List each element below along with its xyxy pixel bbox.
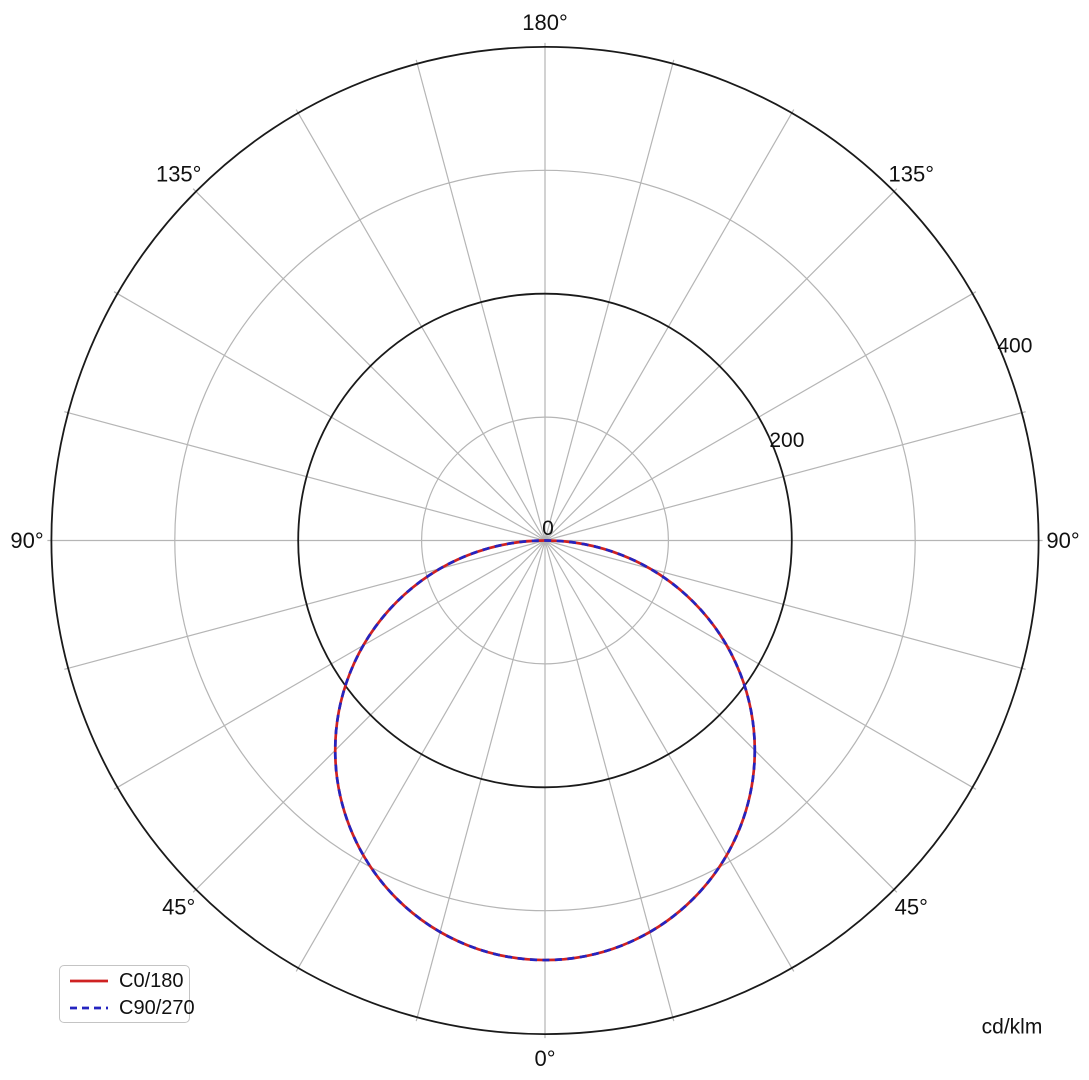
- polar-grid-spoke: [192, 188, 546, 541]
- legend-label-c0-180: C0/180: [119, 969, 184, 992]
- angle-label-180: 180°: [522, 10, 568, 35]
- polar-grid-spoke: [544, 188, 898, 541]
- polar-grid-spoke: [295, 540, 546, 972]
- legend: C0/180 C90/270: [59, 965, 195, 1023]
- polar-grid-spoke: [544, 109, 795, 541]
- curve-c90-270: [333, 539, 757, 962]
- polar-grid-spoke: [544, 540, 898, 893]
- polar-grid-spoke: [295, 109, 546, 541]
- angle-label-0: 0°: [534, 1046, 555, 1071]
- polar-grid-spoke: [64, 411, 546, 542]
- polar-grid-spoke: [544, 539, 977, 790]
- polar-grid-spoke: [415, 59, 546, 541]
- radial-label-400: 400: [997, 334, 1032, 357]
- c90-270-line-swatch: [70, 1006, 108, 1009]
- polar-grid-spoke: [415, 540, 546, 1022]
- polar-grid-spoke: [192, 540, 546, 893]
- polar-grid-spoke: [113, 291, 546, 542]
- polar-grid-circle-400: [50, 45, 1040, 1036]
- polar-grid-spoke: [544, 540, 675, 1022]
- polar-grid-spoke: [544, 59, 675, 541]
- angle-label-90-right: 90°: [1046, 528, 1079, 553]
- angle-label-135-left: 135°: [156, 162, 202, 187]
- angle-label-45-right: 45°: [895, 894, 928, 919]
- radial-label-0: 0: [542, 517, 554, 540]
- radial-label-200: 200: [769, 429, 804, 452]
- c0-180-line-swatch: [70, 979, 108, 982]
- polar-grid-spoke: [544, 539, 1026, 670]
- polar-grid-spoke: [64, 539, 546, 670]
- polar-grid-circle-200: [297, 292, 793, 789]
- polar-grid-spoke: [544, 291, 977, 542]
- legend-item-c90-270: C90/270: [69, 996, 195, 1020]
- angle-label-135-right: 135°: [889, 162, 935, 187]
- unit-label: cd/klm: [982, 1016, 1043, 1039]
- polar-grid-spoke: [113, 539, 546, 790]
- legend-label-c90-270: C90/270: [119, 996, 195, 1019]
- polar-grid-circle-100: [421, 416, 670, 665]
- angle-label-90-left: 90°: [10, 528, 43, 553]
- legend-item-c0-180: C0/180: [69, 969, 189, 993]
- polar-grid-spoke: [544, 411, 1026, 542]
- angle-label-45-left: 45°: [162, 894, 195, 919]
- polar-grid-circle-300: [174, 169, 916, 912]
- polar-grid-spoke: [544, 540, 795, 972]
